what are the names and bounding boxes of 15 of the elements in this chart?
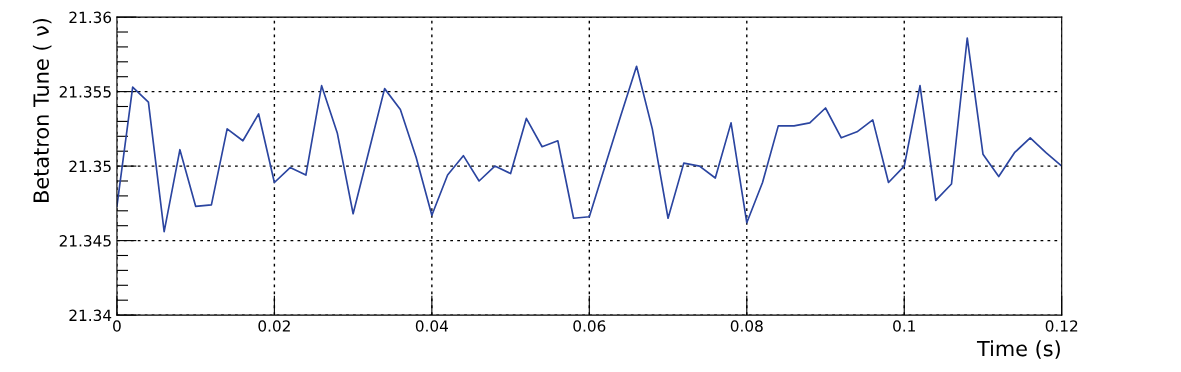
x-axis-title: Time (s) [976,340,1060,359]
x-tick-label: 0.08 [730,320,763,332]
y-tick-label: 21.34 [69,309,112,322]
x-tick-label: 0.02 [258,320,290,332]
x-tick-label: 0 [113,320,121,332]
line-series [116,37,1062,233]
y-tick-label: 21.355 [59,86,111,98]
y-tick-label: 21.36 [69,11,112,24]
x-tick-label: 0.12 [1045,320,1078,332]
x-tick-label: 0.1 [893,320,915,332]
y-tick-label: 21.345 [59,235,111,247]
x-tick-label: 0.04 [415,320,448,332]
x-tick-label: 0.06 [573,320,606,332]
y-axis-title: Betatron Tune ( ν) [32,18,52,202]
y-tick-label: 21.35 [69,160,111,173]
